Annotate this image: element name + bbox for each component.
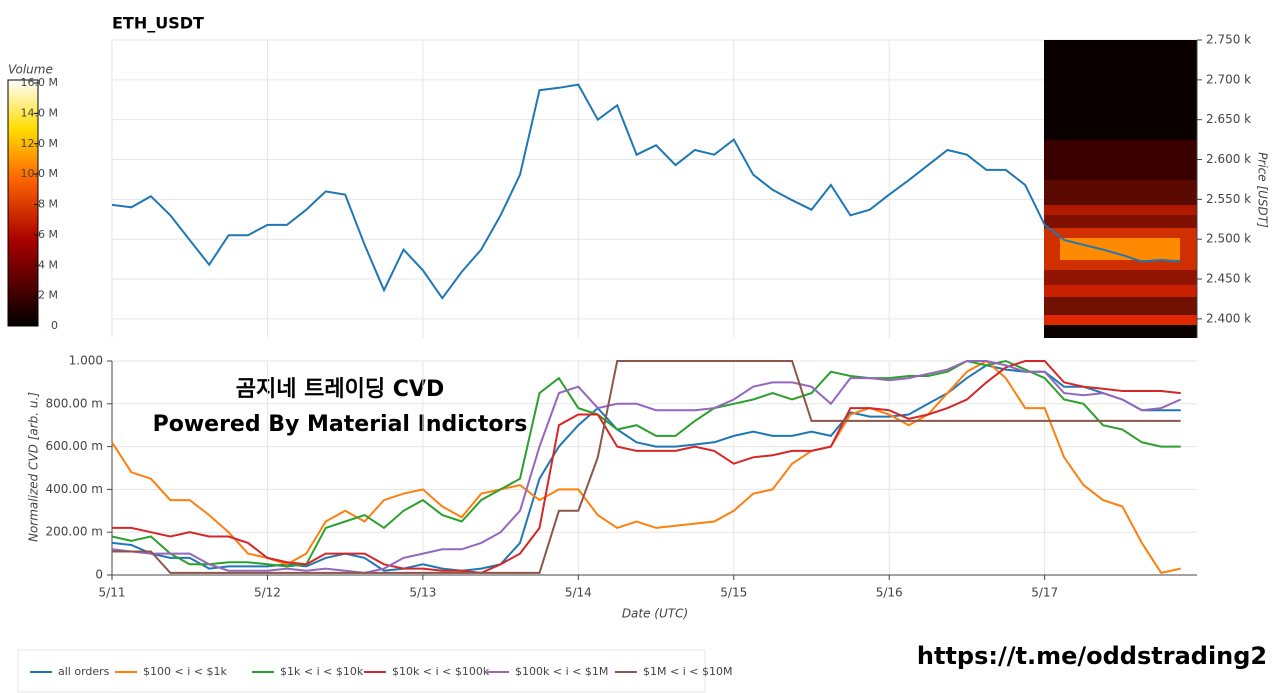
series-line bbox=[112, 360, 1181, 574]
colorbar-tick-label: 10.0 M bbox=[21, 167, 58, 180]
x-tick-label: 5/14 bbox=[565, 586, 592, 600]
colorbar-tick-label: 0 bbox=[51, 319, 58, 332]
y-tick-label: 2.700 k bbox=[1206, 72, 1251, 86]
series-line bbox=[111, 360, 1182, 574]
legend-label: all orders bbox=[58, 665, 110, 678]
series-line bbox=[112, 360, 1181, 574]
colorbar-tick-label: 8 M bbox=[38, 198, 58, 211]
legend-label: $100 < i < $1k bbox=[143, 665, 227, 678]
y-tick-label: 2.400 k bbox=[1206, 311, 1251, 325]
x-tick-label: 5/15 bbox=[720, 586, 747, 600]
footer-link: https://t.me/oddstrading2 bbox=[917, 642, 1267, 670]
y-tick-label: 2.500 k bbox=[1206, 232, 1251, 246]
x-tick-label: 5/17 bbox=[1031, 586, 1058, 600]
y-tick-label: 2.600 k bbox=[1206, 152, 1251, 166]
colorbar-tick-label: 6 M bbox=[38, 228, 58, 241]
legend-label: $10k < i < $100k bbox=[392, 665, 490, 678]
y-tick-label: 1.000 bbox=[69, 354, 103, 368]
legend-label: $1M < i < $10M bbox=[643, 665, 732, 678]
legend-label: $100k < i < $1M bbox=[515, 665, 608, 678]
x-tick-label: 5/11 bbox=[99, 586, 126, 600]
annotation: 곰지네 트레이딩 CVD bbox=[236, 377, 444, 402]
y-tick-label: 2.550 k bbox=[1206, 192, 1251, 206]
x-tick-label: 5/12 bbox=[254, 586, 281, 600]
series-line bbox=[111, 83, 1181, 300]
y-tick-label: 0 bbox=[95, 568, 103, 582]
y-tick-label: 400.00 m bbox=[46, 482, 104, 496]
y-tick-label: 2.750 k bbox=[1206, 33, 1251, 47]
annotation: Powered By Material Indictors bbox=[153, 412, 528, 437]
colorbar-label: Volume bbox=[8, 63, 53, 77]
legend-label: $1k < i < $10k bbox=[280, 665, 364, 678]
x-tick-label: 5/16 bbox=[876, 586, 903, 600]
y-tick-label: 600.00 m bbox=[46, 439, 104, 453]
colorbar bbox=[7, 79, 39, 327]
y-axis-label: Price [USDT] bbox=[1256, 152, 1270, 228]
y-tick-label: 2.650 k bbox=[1206, 112, 1251, 126]
series-line bbox=[111, 359, 1181, 568]
colorbar-tick-label: 4 M bbox=[38, 258, 58, 271]
y-tick-label: 200.00 m bbox=[46, 525, 104, 539]
y-axis-label: Normalized CVD [arb. u.] bbox=[27, 392, 41, 542]
x-tick-label: 5/13 bbox=[409, 586, 436, 600]
chart-title: ETH_USDT bbox=[112, 14, 204, 33]
colorbar-tick-label: 14.0 M bbox=[21, 106, 58, 119]
colorbar-tick-label: 2 M bbox=[38, 289, 58, 302]
heatmap bbox=[1044, 40, 1197, 338]
x-axis-label: Date (UTC) bbox=[622, 607, 688, 621]
colorbar-tick-label: 12.0 M bbox=[21, 137, 58, 150]
y-tick-label: 800.00 m bbox=[46, 396, 104, 410]
colorbar-tick-label: 16.0 M bbox=[21, 76, 58, 89]
y-tick-label: 2.450 k bbox=[1206, 272, 1251, 286]
